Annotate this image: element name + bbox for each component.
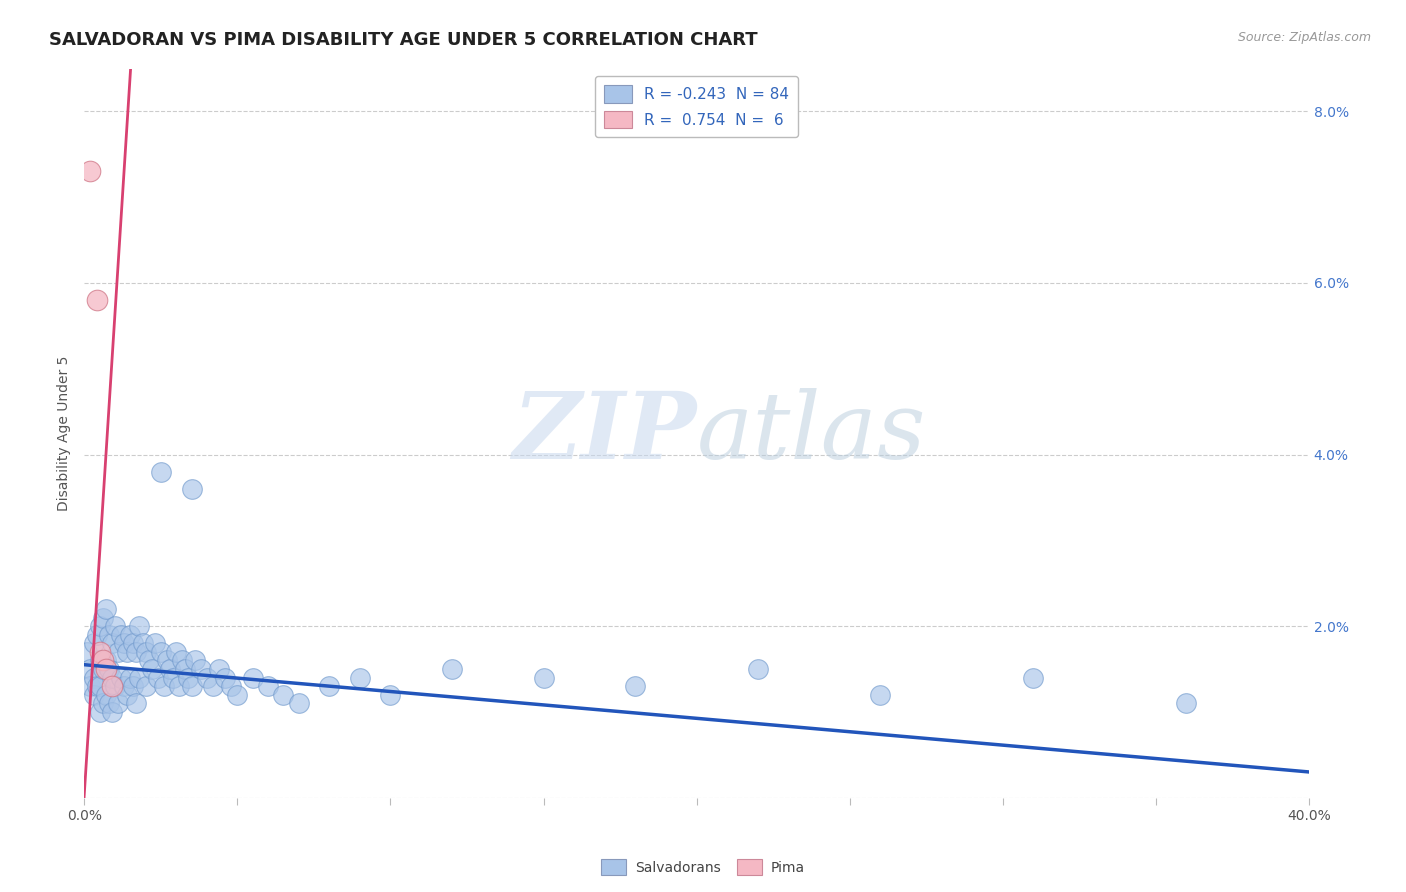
Point (869, 688, 891, 702)
Point (83, 636, 105, 650)
Point (135, 679, 157, 693)
Text: Source: ZipAtlas.com: Source: ZipAtlas.com (1237, 31, 1371, 45)
Point (174, 662, 197, 676)
Point (138, 653, 160, 667)
Point (115, 645, 138, 659)
Point (214, 671, 236, 685)
Point (135, 645, 157, 659)
Point (97, 662, 120, 676)
Point (125, 645, 148, 659)
Point (91, 610, 114, 624)
Point (115, 688, 138, 702)
Point (107, 696, 129, 710)
Point (86, 628, 108, 642)
Point (91, 662, 114, 676)
Point (97, 628, 120, 642)
Point (349, 671, 371, 685)
Point (91, 696, 114, 710)
Point (97, 696, 120, 710)
Point (162, 671, 184, 685)
Point (91, 653, 114, 667)
Point (149, 645, 172, 659)
Point (183, 653, 205, 667)
Point (110, 671, 132, 685)
Point (143, 636, 166, 650)
Point (94, 688, 117, 702)
Point (89, 645, 111, 659)
Point (1175, 696, 1198, 710)
Point (112, 636, 135, 650)
Point (83, 688, 105, 702)
Point (153, 679, 176, 693)
Point (257, 679, 280, 693)
Point (177, 671, 200, 685)
Point (172, 653, 194, 667)
Point (122, 679, 145, 693)
Legend: R = -0.243  N = 84, R =  0.754  N =  6: R = -0.243 N = 84, R = 0.754 N = 6 (595, 76, 799, 137)
Point (165, 645, 187, 659)
Point (156, 653, 179, 667)
Point (180, 482, 202, 496)
Point (1022, 671, 1045, 685)
Point (101, 671, 124, 685)
Point (83, 671, 105, 685)
Point (180, 679, 202, 693)
Point (226, 688, 249, 702)
Point (242, 671, 264, 685)
Point (79, 164, 101, 178)
Point (380, 688, 402, 702)
Point (101, 679, 124, 693)
Point (533, 671, 555, 685)
Legend: Salvadorans, Pima: Salvadorans, Pima (596, 854, 810, 880)
Point (624, 679, 647, 693)
Point (79, 679, 101, 693)
Point (440, 662, 463, 676)
Text: SALVADORAN VS PIMA DISABILITY AGE UNDER 5 CORRELATION CHART: SALVADORAN VS PIMA DISABILITY AGE UNDER … (49, 31, 758, 49)
Point (110, 628, 132, 642)
Point (94, 653, 117, 667)
Point (128, 671, 150, 685)
Point (89, 705, 111, 719)
Point (122, 636, 145, 650)
Point (208, 662, 231, 676)
Point (287, 696, 309, 710)
Point (104, 679, 127, 693)
Point (141, 662, 163, 676)
Point (107, 645, 129, 659)
Text: atlas: atlas (696, 388, 927, 478)
Point (273, 688, 295, 702)
Point (89, 653, 111, 667)
Point (86, 293, 108, 307)
Point (747, 662, 769, 676)
Point (128, 619, 150, 633)
Point (146, 671, 169, 685)
Point (89, 619, 111, 633)
Point (195, 671, 218, 685)
Point (221, 679, 243, 693)
Point (89, 679, 111, 693)
Point (120, 628, 142, 642)
Point (101, 705, 124, 719)
Point (76, 645, 98, 659)
Point (112, 679, 135, 693)
Point (159, 662, 181, 676)
Point (94, 662, 117, 676)
Text: ZIP: ZIP (512, 388, 696, 478)
Point (169, 679, 191, 693)
Y-axis label: Disability Age Under 5: Disability Age Under 5 (58, 355, 72, 511)
Point (201, 679, 224, 693)
Point (190, 662, 212, 676)
Point (79, 662, 101, 676)
Point (318, 679, 340, 693)
Point (104, 619, 127, 633)
Point (101, 636, 124, 650)
Point (149, 465, 172, 479)
Point (131, 636, 153, 650)
Point (86, 679, 108, 693)
Point (94, 602, 117, 616)
Point (125, 696, 148, 710)
Point (120, 671, 142, 685)
